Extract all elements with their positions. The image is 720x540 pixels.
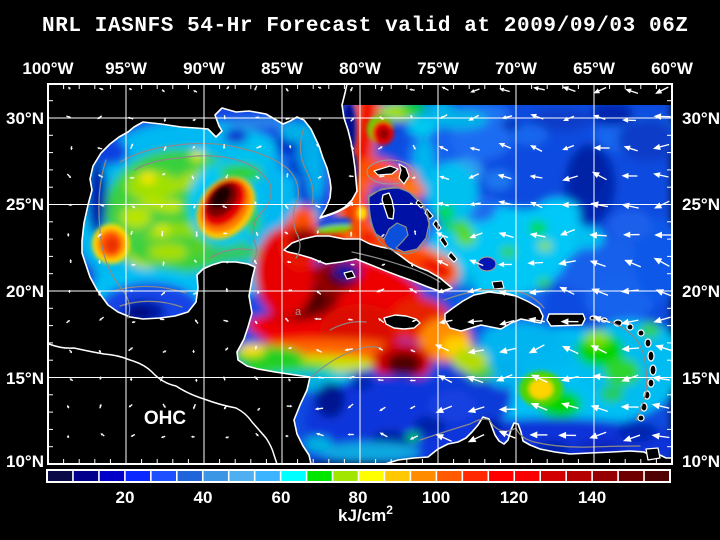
svg-text:75°W: 75°W: [417, 59, 460, 78]
svg-text:95°W: 95°W: [105, 59, 148, 78]
svg-text:85°W: 85°W: [261, 59, 304, 78]
svg-text:70°W: 70°W: [495, 59, 538, 78]
svg-text:a: a: [295, 306, 302, 318]
svg-text:100°W: 100°W: [22, 59, 74, 78]
svg-text:a: a: [598, 201, 605, 213]
svg-text:10°N: 10°N: [682, 452, 720, 471]
svg-text:OHC: OHC: [144, 408, 187, 429]
svg-text:40: 40: [194, 488, 213, 507]
svg-text:120: 120: [500, 488, 528, 507]
svg-text:25°N: 25°N: [682, 195, 720, 214]
svg-text:60°W: 60°W: [651, 59, 694, 78]
svg-text:60: 60: [272, 488, 291, 507]
svg-text:100: 100: [422, 488, 450, 507]
svg-text:20°N: 20°N: [682, 282, 720, 301]
svg-text:15°N: 15°N: [6, 369, 44, 388]
svg-text:20: 20: [116, 488, 135, 507]
svg-text:65°W: 65°W: [573, 59, 616, 78]
svg-text:25°N: 25°N: [6, 195, 44, 214]
svg-text:20°N: 20°N: [6, 282, 44, 301]
svg-text:kJ/cm2: kJ/cm2: [338, 503, 393, 525]
svg-text:90°W: 90°W: [183, 59, 226, 78]
svg-text:NRL IASNFS 54-Hr Forecast val: NRL IASNFS 54-Hr Forecast valid at 2009/…: [42, 15, 688, 38]
svg-text:10°N: 10°N: [6, 452, 44, 471]
svg-text:30°N: 30°N: [682, 109, 720, 128]
svg-text:30°N: 30°N: [6, 109, 44, 128]
svg-text:140: 140: [578, 488, 606, 507]
svg-text:80: 80: [349, 488, 368, 507]
svg-text:80°W: 80°W: [339, 59, 382, 78]
svg-text:15°N: 15°N: [682, 369, 720, 388]
